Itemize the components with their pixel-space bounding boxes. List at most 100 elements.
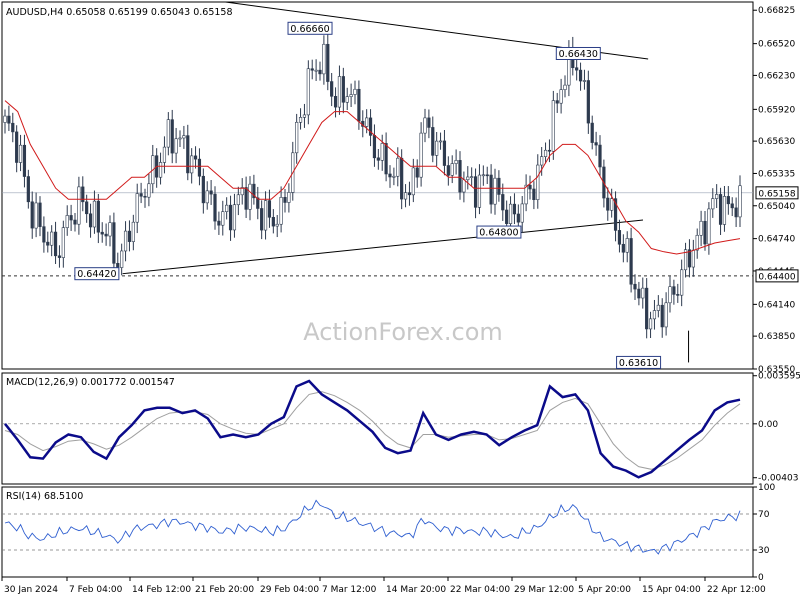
- candle-body: [69, 215, 73, 221]
- candle-body: [524, 184, 528, 205]
- candle-body: [170, 119, 174, 154]
- candle-body: [330, 81, 334, 97]
- candle-body: [462, 179, 466, 193]
- candle-body: [326, 43, 330, 82]
- candle-body: [485, 174, 489, 177]
- candle-body: [225, 204, 229, 212]
- candle-body: [489, 174, 493, 205]
- x-tick-label: 22 Apr 12:00: [707, 585, 766, 595]
- candle-body: [88, 213, 93, 228]
- candle-body: [213, 193, 217, 222]
- candle-body: [112, 222, 116, 264]
- candle-body: [411, 167, 415, 196]
- candle-body: [547, 149, 552, 152]
- candle-body: [427, 117, 431, 128]
- macd-panel: MACD(12,26,9) 0.001772 0.001547 0.003595…: [1, 372, 800, 485]
- candle-body: [236, 194, 240, 206]
- candle-body: [209, 190, 213, 195]
- candle-body: [454, 160, 458, 164]
- candle-body: [477, 174, 482, 208]
- candle-body: [715, 194, 719, 199]
- candle-body: [668, 286, 672, 304]
- candle-body: [61, 227, 65, 258]
- candle-body: [403, 192, 408, 200]
- price-panel: AUDUSD,H4 0.65058 0.65199 0.65043 0.6515…: [1, 1, 799, 375]
- candle-body: [512, 203, 517, 215]
- candle-body: [147, 183, 151, 198]
- candle-body: [248, 183, 252, 210]
- price-y-tick-label: 0.65335: [758, 169, 795, 179]
- macd-y-axis: 0.003595 0.00 -0.00403: [2, 372, 800, 484]
- candle-body: [349, 94, 353, 97]
- candle-body: [676, 294, 680, 296]
- x-tick-label: 7 Mar 12:00: [322, 585, 377, 595]
- candle-body: [501, 194, 505, 211]
- candle-body: [306, 68, 310, 116]
- candle-body: [660, 304, 664, 328]
- candle-body: [96, 200, 100, 233]
- candle-body: [275, 223, 279, 227]
- candle-body: [376, 157, 380, 161]
- price-y-tick-label: 0.63550: [758, 365, 795, 375]
- candle-body: [699, 220, 703, 236]
- candle-body: [610, 198, 614, 211]
- price-tag-label: 0.64400: [758, 272, 795, 282]
- candle-body: [652, 310, 657, 320]
- candle-body: [357, 88, 361, 122]
- price-tag-box: [755, 269, 799, 283]
- candle-body: [81, 186, 85, 203]
- candle-body: [613, 198, 618, 231]
- candle-body: [625, 238, 629, 253]
- candle-body: [217, 220, 221, 226]
- rsi-panel-frame: [1, 486, 754, 578]
- candle-body: [388, 173, 392, 178]
- candle-body: [629, 238, 633, 285]
- candle-body: [260, 208, 264, 231]
- candle-body: [22, 144, 27, 177]
- candle-body: [228, 204, 233, 231]
- candle-body: [92, 200, 97, 228]
- candle-body: [120, 250, 124, 268]
- candle-body: [536, 164, 540, 200]
- candle-body: [131, 221, 135, 242]
- price-y-tick-label: 0.64140: [758, 300, 795, 310]
- macd-y-tick-label: -0.00403: [758, 474, 798, 484]
- candle-body: [252, 183, 256, 199]
- candle-body: [691, 249, 695, 268]
- candle-body: [431, 127, 435, 156]
- candle-body: [123, 230, 128, 252]
- candle-body: [65, 215, 69, 228]
- candle-body: [683, 249, 688, 271]
- candle-body: [718, 194, 723, 225]
- candle-body: [641, 287, 645, 299]
- candle-body: [50, 231, 54, 246]
- rsi-panel-title: RSI(14) 68.5100: [6, 491, 83, 502]
- candle-body: [532, 188, 536, 200]
- candle-body: [166, 119, 170, 148]
- candle-body: [298, 117, 303, 123]
- candle-body: [423, 117, 427, 134]
- candle-body: [232, 204, 237, 231]
- x-tick-label: 21 Feb 20:00: [195, 585, 254, 595]
- candle-body: [333, 96, 338, 108]
- candle-body: [415, 167, 419, 178]
- rsi-y-tick-label: 30: [758, 546, 770, 556]
- candle-body: [42, 226, 46, 243]
- candle-body: [582, 80, 587, 82]
- candle-body: [466, 176, 470, 181]
- candle-body: [7, 115, 11, 124]
- annotation-box: [287, 21, 333, 35]
- macd-y-tick-label: 0.003595: [758, 372, 800, 382]
- candle-body: [73, 219, 77, 225]
- candle-body: [143, 195, 147, 198]
- x-tick-label: 7 Feb 04:00: [69, 585, 123, 595]
- candle-body: [193, 155, 198, 160]
- candle-body: [726, 196, 730, 205]
- candle-body: [372, 135, 377, 159]
- candle-body: [283, 197, 287, 203]
- price-panel-title: AUDUSD,H4 0.65058 0.65199 0.65043 0.6515…: [6, 7, 233, 18]
- macd-panel-title: MACD(12,26,9) 0.001772 0.001547: [6, 377, 175, 388]
- candle-body: [174, 138, 178, 154]
- candle-body: [279, 197, 283, 225]
